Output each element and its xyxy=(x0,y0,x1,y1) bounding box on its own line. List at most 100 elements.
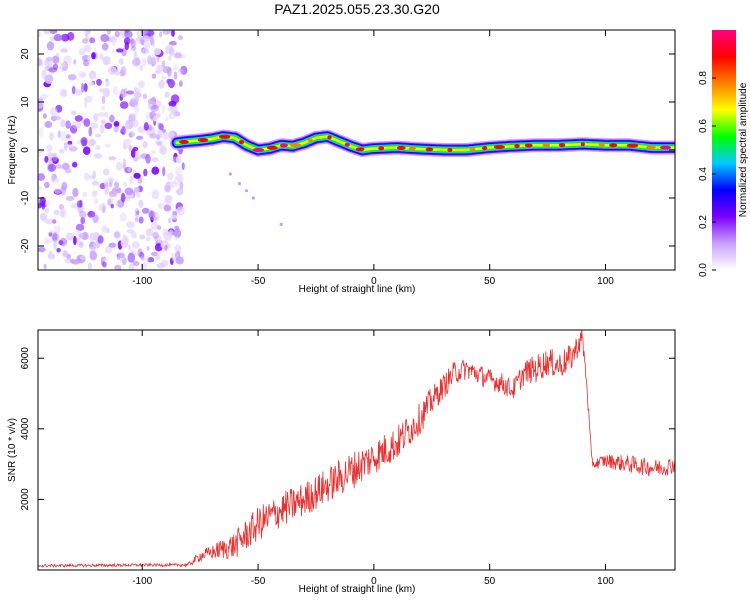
noise-blob xyxy=(137,126,146,133)
noise-blob xyxy=(53,239,58,250)
noise-blob xyxy=(107,198,112,206)
noise-blob xyxy=(140,39,145,46)
noise-blob xyxy=(141,207,150,214)
noise-blob xyxy=(116,187,122,194)
noise-blob xyxy=(162,30,172,35)
noise-blob xyxy=(40,215,47,221)
noise-blob xyxy=(60,48,68,53)
noise-blob xyxy=(55,164,63,169)
noise-blob xyxy=(166,172,174,181)
colorbar: 0.0 0.2 0.4 0.6 0.8 Normalized spectral ampl… xyxy=(698,30,749,277)
noise-blob xyxy=(45,144,53,152)
noise-blob xyxy=(108,156,117,161)
noise-blob xyxy=(138,216,144,224)
noise-blob xyxy=(71,85,76,95)
noise-blob xyxy=(93,197,99,205)
noise-blob xyxy=(58,240,64,246)
noise-blob xyxy=(116,161,123,171)
noise-blob xyxy=(123,181,128,187)
noise-blob xyxy=(91,180,100,186)
noise-blob xyxy=(173,52,182,59)
noise-blob xyxy=(44,121,53,128)
stray-point xyxy=(228,172,232,176)
noise-blob xyxy=(104,122,113,129)
noise-blob xyxy=(60,119,66,128)
noise-blob xyxy=(63,141,68,151)
noise-blob xyxy=(156,140,163,147)
noise-blob xyxy=(134,151,141,159)
noise-blob xyxy=(124,30,129,34)
snr-x-tick-label: -100 xyxy=(132,576,152,587)
noise-blob xyxy=(128,114,136,122)
noise-blob xyxy=(44,155,49,163)
ridge-peak xyxy=(598,143,605,147)
noise-blob xyxy=(61,61,66,68)
noise-blob xyxy=(72,161,78,168)
noise-blob xyxy=(119,101,129,109)
heatmap-x-axis-label: Height of straight line (km) xyxy=(299,284,416,295)
noise-blob xyxy=(39,196,47,206)
noise-blob xyxy=(76,237,82,248)
noise-blob xyxy=(61,33,70,42)
noise-blob xyxy=(164,91,170,99)
noise-blob xyxy=(59,131,68,142)
snr-y-tick-label: 2000 xyxy=(20,488,31,511)
noise-blob xyxy=(141,58,147,67)
snr-panel: -100 -50 0 50 100 2000 4000 6000 Height of str… xyxy=(7,329,676,595)
noise-blob xyxy=(137,177,143,184)
noise-blob xyxy=(101,95,106,104)
noise-blob xyxy=(151,216,158,221)
ridge-peak xyxy=(218,134,231,139)
noise-blob xyxy=(120,192,126,203)
noise-blob xyxy=(133,119,139,128)
noise-blob xyxy=(158,123,164,131)
noise-blob xyxy=(105,245,113,254)
noise-blob xyxy=(97,235,104,244)
noise-blob xyxy=(94,153,103,159)
noise-blob xyxy=(153,115,158,122)
noise-blob xyxy=(113,181,120,189)
stray-point xyxy=(279,222,283,226)
noise-blob xyxy=(38,31,41,38)
noise-blob xyxy=(80,216,86,225)
noise-blob xyxy=(70,110,77,116)
noise-blob xyxy=(147,257,155,263)
noise-blob xyxy=(161,60,166,68)
noise-blob xyxy=(43,30,50,35)
noise-blob xyxy=(144,41,151,50)
noise-blob xyxy=(143,168,148,177)
heatmap-x-tick-label: 50 xyxy=(484,276,496,287)
noise-blob xyxy=(107,66,117,75)
noise-blob xyxy=(122,158,127,168)
noise-blob xyxy=(164,195,173,204)
noise-blob xyxy=(88,126,93,137)
ridge-peak xyxy=(252,148,265,152)
noise-blob xyxy=(39,212,48,221)
noise-blob xyxy=(78,70,86,79)
snr-series-line xyxy=(38,330,675,568)
noise-blob xyxy=(121,125,126,136)
noise-blob xyxy=(92,170,97,180)
noise-blob xyxy=(71,259,80,265)
noise-blob xyxy=(126,90,135,95)
noise-blob xyxy=(168,47,175,57)
noise-blob xyxy=(89,37,96,44)
noise-blob xyxy=(92,113,99,122)
colorbar-gradient xyxy=(712,30,736,270)
noise-blob xyxy=(176,188,184,196)
noise-blob xyxy=(64,168,72,174)
noise-blob xyxy=(177,35,183,41)
noise-blob xyxy=(83,44,92,53)
ridge-peak xyxy=(626,143,639,148)
ridge-peak xyxy=(355,147,365,152)
noise-blob xyxy=(120,88,126,99)
noise-blob xyxy=(151,73,157,79)
noise-blob xyxy=(101,225,108,234)
noise-blob xyxy=(45,218,54,225)
noise-blob xyxy=(65,134,71,139)
noise-blob xyxy=(129,175,134,184)
snr-y-tick-label: 6000 xyxy=(20,347,31,370)
colorbar-tick-label: 0.8 xyxy=(698,71,709,85)
heatmap-y-tick-label: -20 xyxy=(20,238,31,253)
